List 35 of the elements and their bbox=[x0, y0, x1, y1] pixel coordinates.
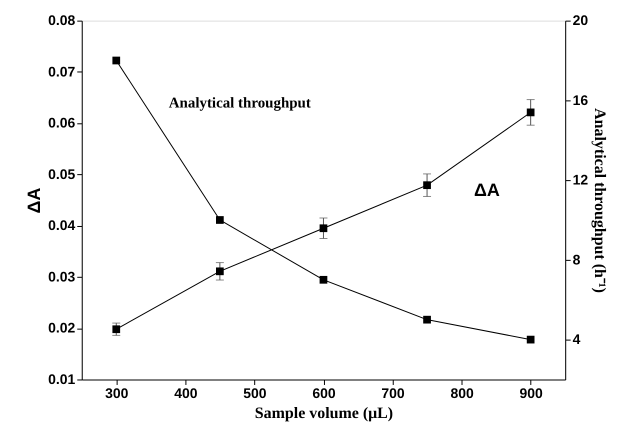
point bbox=[526, 108, 535, 116]
point bbox=[526, 336, 535, 344]
point bbox=[112, 325, 120, 334]
x-tick-label: 500 bbox=[243, 384, 267, 401]
x-tick-label: 900 bbox=[520, 384, 544, 401]
y2-tick-label: 8 bbox=[572, 251, 581, 268]
y-axis-title: ΔA bbox=[24, 188, 44, 214]
point bbox=[423, 316, 431, 324]
y2-tick-label: 4 bbox=[572, 331, 581, 348]
y-tick-label: 0.04 bbox=[48, 217, 76, 234]
point bbox=[216, 267, 224, 276]
x-tick-label: 800 bbox=[450, 384, 474, 401]
point bbox=[423, 181, 431, 190]
point bbox=[320, 224, 328, 232]
x-tick-label: 700 bbox=[381, 384, 405, 401]
y2-tick-label: 12 bbox=[572, 172, 588, 188]
y-tick-label: 0.08 bbox=[48, 12, 76, 28]
y-tick-label: 0.03 bbox=[48, 268, 76, 284]
series-label: ΔA bbox=[474, 180, 500, 200]
y-tick-label: 0.02 bbox=[48, 320, 76, 336]
y2-tick-label: 20 bbox=[572, 12, 588, 28]
y2-tick-label: 16 bbox=[572, 92, 588, 108]
x-tick-label: 400 bbox=[174, 384, 198, 401]
y-tick-label: 0.01 bbox=[48, 370, 76, 387]
x-axis-title: Sample volume (μL) bbox=[254, 404, 394, 422]
point bbox=[320, 276, 328, 284]
x-tick-label: 300 bbox=[105, 384, 129, 401]
y-tick-label: 0.05 bbox=[48, 166, 76, 182]
y-tick-label: 0.06 bbox=[48, 114, 76, 131]
x-tick-label: 600 bbox=[312, 384, 336, 401]
y2-axis-title: Analytical throughput (h⁻¹) bbox=[591, 108, 608, 293]
series-label: Analytical throughput bbox=[168, 95, 311, 112]
point bbox=[112, 56, 120, 64]
point bbox=[216, 216, 224, 224]
y-tick-label: 0.07 bbox=[48, 63, 76, 80]
